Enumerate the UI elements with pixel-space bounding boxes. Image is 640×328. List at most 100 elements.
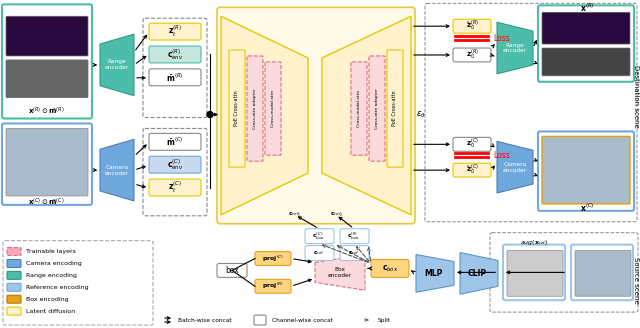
FancyBboxPatch shape	[6, 60, 88, 98]
Text: Source scene: Source scene	[633, 257, 639, 304]
Text: Range
encoder: Range encoder	[503, 43, 527, 53]
Text: Channel-wise concat: Channel-wise concat	[272, 318, 333, 322]
FancyBboxPatch shape	[571, 245, 633, 300]
FancyBboxPatch shape	[453, 19, 491, 33]
Text: Destination scene: Destination scene	[633, 65, 639, 128]
Text: Trainable layers: Trainable layers	[26, 249, 76, 254]
FancyBboxPatch shape	[542, 48, 630, 76]
Text: Split: Split	[378, 318, 391, 322]
FancyBboxPatch shape	[149, 179, 201, 196]
FancyBboxPatch shape	[305, 246, 334, 260]
Text: $\tilde{\mathbf{z}}_{0}^{(R)}$: $\tilde{\mathbf{z}}_{0}^{(R)}$	[465, 19, 479, 33]
Text: $\mathbf{proj}^{(C)}$: $\mathbf{proj}^{(C)}$	[262, 253, 284, 264]
Text: CLIP: CLIP	[467, 269, 486, 278]
Text: Camera
encoder: Camera encoder	[503, 162, 527, 173]
Text: PoE Cross-attn: PoE Cross-attn	[392, 91, 397, 126]
Polygon shape	[221, 16, 308, 215]
FancyBboxPatch shape	[453, 48, 491, 62]
FancyBboxPatch shape	[340, 246, 369, 260]
Text: $\bar{\mathbf{m}}^{(R)}$: $\bar{\mathbf{m}}^{(R)}$	[166, 71, 184, 84]
Text: Camera encoding: Camera encoding	[26, 261, 82, 266]
Text: $\bar{\mathbf{m}}^{(C)}$: $\bar{\mathbf{m}}^{(C)}$	[166, 136, 184, 148]
Polygon shape	[100, 34, 134, 96]
Text: $\mathbf{c}_{env}^{(R)}$: $\mathbf{c}_{env}^{(R)}$	[167, 47, 183, 62]
Text: $\mathbf{c}_{box}^{(R)}$: $\mathbf{c}_{box}^{(R)}$	[348, 231, 360, 242]
FancyBboxPatch shape	[2, 123, 92, 205]
Text: $\mathbf{x}^{(R)}$: $\mathbf{x}^{(R)}$	[580, 1, 594, 13]
FancyBboxPatch shape	[7, 271, 21, 279]
Text: Cross-attn adapter: Cross-attn adapter	[253, 88, 257, 129]
FancyBboxPatch shape	[7, 259, 21, 267]
FancyBboxPatch shape	[542, 136, 630, 204]
Text: Reference encoding: Reference encoding	[26, 285, 88, 290]
Polygon shape	[497, 141, 533, 193]
Text: box: box	[225, 266, 239, 275]
Polygon shape	[315, 255, 365, 290]
FancyBboxPatch shape	[149, 69, 201, 86]
Text: $\mathbf{x}^{(C)} \odot \bar{\mathbf{m}}^{(C)}$: $\mathbf{x}^{(C)} \odot \bar{\mathbf{m}}…	[28, 197, 65, 208]
FancyBboxPatch shape	[387, 50, 403, 167]
FancyBboxPatch shape	[229, 50, 245, 167]
Polygon shape	[322, 16, 411, 215]
Text: Range
encoder: Range encoder	[105, 59, 129, 70]
FancyBboxPatch shape	[7, 307, 21, 315]
Polygon shape	[460, 253, 498, 294]
FancyBboxPatch shape	[538, 5, 634, 82]
FancyBboxPatch shape	[453, 137, 491, 151]
FancyBboxPatch shape	[255, 279, 291, 293]
FancyBboxPatch shape	[503, 245, 565, 300]
Text: $\mathbf{c}_{box}^{(C)}$: $\mathbf{c}_{box}^{(C)}$	[312, 231, 326, 242]
Text: $\mathbf{x}^{(R)} \odot \bar{\mathbf{m}}^{(R)}$: $\mathbf{x}^{(R)} \odot \bar{\mathbf{m}}…	[28, 106, 65, 117]
FancyBboxPatch shape	[149, 156, 201, 173]
Text: $\mathbf{z}_{0}^{(C)}$: $\mathbf{z}_{0}^{(C)}$	[465, 137, 479, 152]
Text: $\mathbf{z}_{t}^{(R)}$: $\mathbf{z}_{t}^{(R)}$	[168, 24, 182, 39]
Text: $\mathbf{c}_{ref_2}$: $\mathbf{c}_{ref_2}$	[330, 211, 344, 219]
FancyBboxPatch shape	[7, 248, 21, 256]
Text: $\epsilon_\theta$: $\epsilon_\theta$	[416, 109, 426, 120]
Text: Loss: Loss	[493, 151, 509, 160]
Text: Batch-wise concat: Batch-wise concat	[178, 318, 232, 322]
FancyBboxPatch shape	[255, 252, 291, 265]
FancyBboxPatch shape	[7, 295, 21, 303]
Polygon shape	[497, 22, 533, 74]
Text: $\mathbf{c}_{ref}$: $\mathbf{c}_{ref}$	[313, 249, 325, 257]
Text: $\mathbf{z}_{0}^{(R)}$: $\mathbf{z}_{0}^{(R)}$	[465, 48, 479, 62]
Text: $\mathbf{proj}^{(R)}$: $\mathbf{proj}^{(R)}$	[262, 281, 284, 292]
Text: Cross-attn adapter: Cross-attn adapter	[375, 88, 379, 129]
FancyBboxPatch shape	[305, 229, 334, 244]
Circle shape	[207, 112, 213, 117]
Text: Range encoding: Range encoding	[26, 273, 77, 278]
Text: MLP: MLP	[424, 269, 442, 278]
FancyBboxPatch shape	[371, 259, 409, 277]
FancyBboxPatch shape	[217, 263, 247, 277]
FancyBboxPatch shape	[538, 132, 634, 211]
Text: Latent diffusion: Latent diffusion	[26, 309, 75, 314]
FancyBboxPatch shape	[149, 133, 201, 150]
Text: Loss: Loss	[493, 33, 509, 43]
FancyBboxPatch shape	[542, 12, 630, 44]
FancyBboxPatch shape	[3, 241, 153, 325]
FancyBboxPatch shape	[2, 4, 92, 118]
Text: PoE Cross-attn: PoE Cross-attn	[234, 91, 239, 126]
FancyBboxPatch shape	[351, 62, 367, 155]
Text: Cross-modal attn: Cross-modal attn	[357, 90, 361, 127]
FancyBboxPatch shape	[6, 129, 88, 196]
FancyBboxPatch shape	[575, 251, 631, 296]
FancyBboxPatch shape	[265, 62, 281, 155]
FancyBboxPatch shape	[7, 283, 21, 291]
Polygon shape	[100, 139, 134, 201]
FancyBboxPatch shape	[507, 251, 563, 296]
Text: Cross-modal attn: Cross-modal attn	[271, 90, 275, 127]
FancyBboxPatch shape	[254, 315, 266, 325]
FancyBboxPatch shape	[247, 56, 263, 161]
FancyBboxPatch shape	[149, 46, 201, 63]
Text: Camera
encoder: Camera encoder	[105, 165, 129, 175]
Text: Box
encoder: Box encoder	[328, 267, 352, 278]
Text: $\mathbf{c}_{env}^{(C)}$: $\mathbf{c}_{env}^{(C)}$	[167, 157, 183, 172]
Text: $\mathbf{c}_{box}$: $\mathbf{c}_{box}$	[382, 263, 398, 274]
Text: $\tilde{\mathbf{z}}_{0}^{(C)}$: $\tilde{\mathbf{z}}_{0}^{(C)}$	[465, 163, 479, 177]
FancyBboxPatch shape	[217, 7, 415, 224]
FancyBboxPatch shape	[369, 56, 385, 161]
Text: $aug(\mathbf{x}_{ref})$: $aug(\mathbf{x}_{ref})$	[520, 237, 548, 247]
Text: $\mathbf{x}^{(C)}$: $\mathbf{x}^{(C)}$	[580, 202, 594, 214]
